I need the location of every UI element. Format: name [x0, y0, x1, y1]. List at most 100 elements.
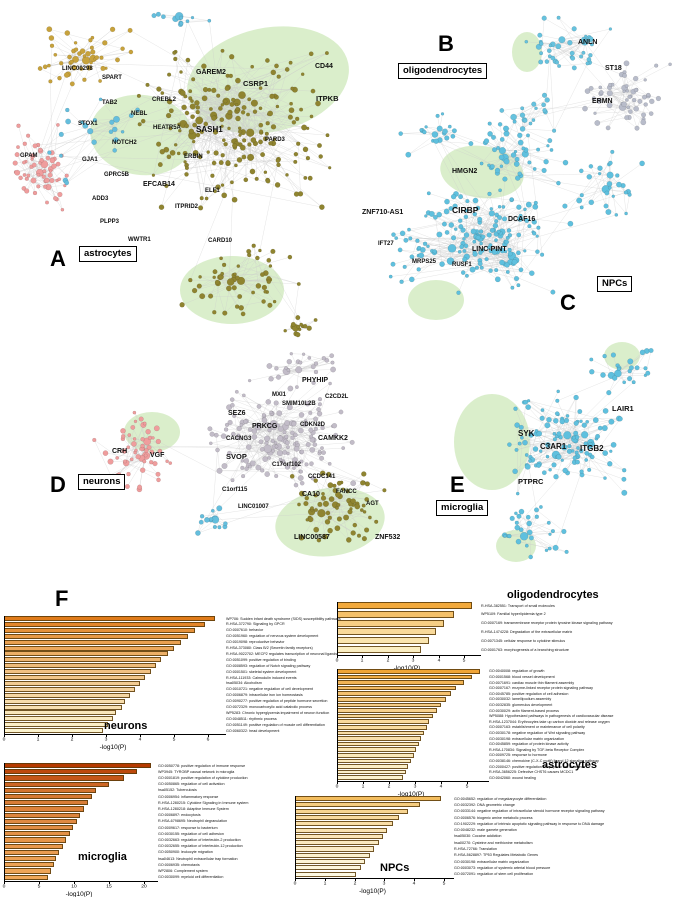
gene-label: C1orf115	[222, 487, 248, 493]
tick-label: 5	[37, 883, 41, 889]
tick-label: 2	[70, 736, 74, 742]
term-label: GO:0009725: response to hormone	[489, 753, 547, 758]
bar	[295, 808, 409, 814]
tick-mark	[72, 734, 74, 737]
gene-label: ERBIN	[184, 154, 203, 160]
tick-mark	[337, 781, 338, 784]
tick-label: 1	[361, 783, 365, 789]
term-label: GO:0006897: endocytosis	[158, 812, 201, 818]
y-axis-line	[4, 763, 5, 881]
term-label: GO:0007610: behavior	[226, 627, 264, 633]
bar	[337, 775, 404, 781]
term-label: GO:0003073: regulation of systemic arter…	[454, 865, 551, 870]
tick-label: 4	[437, 657, 441, 663]
nodes	[499, 15, 672, 144]
tick-label: 15	[105, 883, 112, 889]
gene-label: SPART	[102, 75, 122, 81]
gene-label: HMGN2	[452, 168, 477, 175]
tick-label: 2	[387, 783, 391, 789]
gene-label: STOX1	[78, 121, 98, 127]
term-label: GO:0051960: regulation of nervous system…	[226, 633, 319, 639]
bar	[4, 698, 125, 704]
tick-label: 1	[36, 736, 40, 742]
tick-label: 6	[206, 736, 210, 742]
bar	[295, 796, 442, 802]
NPCs-enrichment-chart: GO:0045652: regulation of megakaryocyte …	[293, 796, 640, 897]
term-label: GO:0001763: morphogenesis of a branching…	[481, 647, 569, 652]
bar	[4, 716, 113, 722]
term-label: GO:0030029: actin filament-based process	[489, 708, 559, 713]
gene-label: ITPRID2	[175, 204, 199, 210]
tick-mark	[444, 877, 446, 881]
gene-label: PARD3	[265, 137, 286, 143]
gene-label: SVOP	[226, 452, 247, 461]
term-label: GO:1902229: regulation of intrinsic apop…	[454, 821, 605, 826]
gene-label: ANLN	[578, 39, 597, 46]
tick-mark	[295, 877, 296, 881]
bar	[337, 713, 434, 719]
gene-label: SYK	[518, 429, 535, 438]
term-label: WP2806: Complement system	[158, 868, 208, 873]
tick-mark	[4, 734, 5, 737]
gene-label: ITPKB	[316, 94, 339, 103]
gene-label: MXI1	[272, 392, 287, 398]
bar	[4, 775, 124, 781]
term-label: GO:0032392: DNA geometric change	[454, 802, 515, 807]
x-axis-line	[295, 877, 454, 879]
tick-mark	[362, 781, 364, 784]
term-label: hsa05030: Cocaine addiction	[454, 834, 502, 839]
term-label: GO:0009617: response to bacterium	[158, 825, 218, 830]
bar	[4, 862, 54, 868]
module-highlight-ellipse	[124, 412, 180, 452]
bar	[4, 728, 103, 734]
term-label: GO:0006576: biogenic amine metabolic pro…	[454, 815, 533, 820]
tick-mark	[140, 734, 142, 737]
bar	[295, 840, 379, 846]
neurons-network: PHYHIP MXI1 SMIM10L2B C2CD2L SEZ6 PRKCG CDKN2D…	[92, 352, 400, 557]
gene-label: ADD3	[92, 196, 109, 202]
bar	[337, 702, 441, 708]
gene-labels: LAIR1 SYK C3AR1 ITGB2 PTPRC	[518, 404, 634, 486]
bar	[337, 719, 430, 725]
nodes	[12, 11, 332, 338]
term-label: GO:0051149: positive regulation of muscl…	[226, 722, 325, 727]
gene-label: CD44	[315, 63, 333, 70]
bar	[4, 825, 74, 831]
y-axis-line	[295, 796, 296, 878]
x-axis-line	[4, 880, 158, 882]
bar	[4, 763, 151, 769]
tick-mark	[337, 654, 338, 658]
bar	[4, 794, 92, 800]
chart-title-neurons: neurons	[104, 720, 148, 732]
term-label: GO:0007163: establishment or maintenance…	[489, 725, 585, 730]
tick-mark	[106, 734, 108, 737]
tick-label: 3	[413, 783, 417, 789]
term-label: GO:0060322: head development	[226, 728, 280, 733]
bar	[4, 680, 141, 686]
bar	[337, 708, 437, 713]
gene-label: C2CD2L	[325, 394, 349, 400]
gene-label: CCDC141	[308, 474, 336, 480]
bar	[295, 852, 370, 858]
tick-mark	[387, 654, 389, 658]
tick-label: 0	[293, 880, 297, 886]
bar	[4, 781, 109, 787]
bar	[337, 691, 452, 697]
tick-mark	[413, 654, 415, 658]
bar	[4, 874, 48, 880]
bar	[4, 812, 80, 818]
tick-label: 0	[2, 883, 6, 889]
term-label: GO:0007169: transmembrane receptor prote…	[481, 620, 613, 625]
bar	[337, 646, 421, 653]
bar	[337, 769, 406, 775]
term-label: WP3945: TYROBP causal network in microgl…	[158, 769, 235, 774]
term-label: hsa04613: Neutrophil extracellular trap …	[158, 856, 238, 861]
gene-label: CACNG3	[226, 436, 252, 442]
y-axis-line	[4, 616, 5, 734]
term-label: GO:0048511: rhythmic process	[226, 716, 277, 721]
gene-label: CREBL2	[152, 97, 177, 103]
term-label: GO:0045785: positive regulation of cell …	[489, 691, 569, 696]
bar	[337, 637, 429, 645]
term-label: hsa05152: Tuberculosis	[158, 788, 197, 793]
